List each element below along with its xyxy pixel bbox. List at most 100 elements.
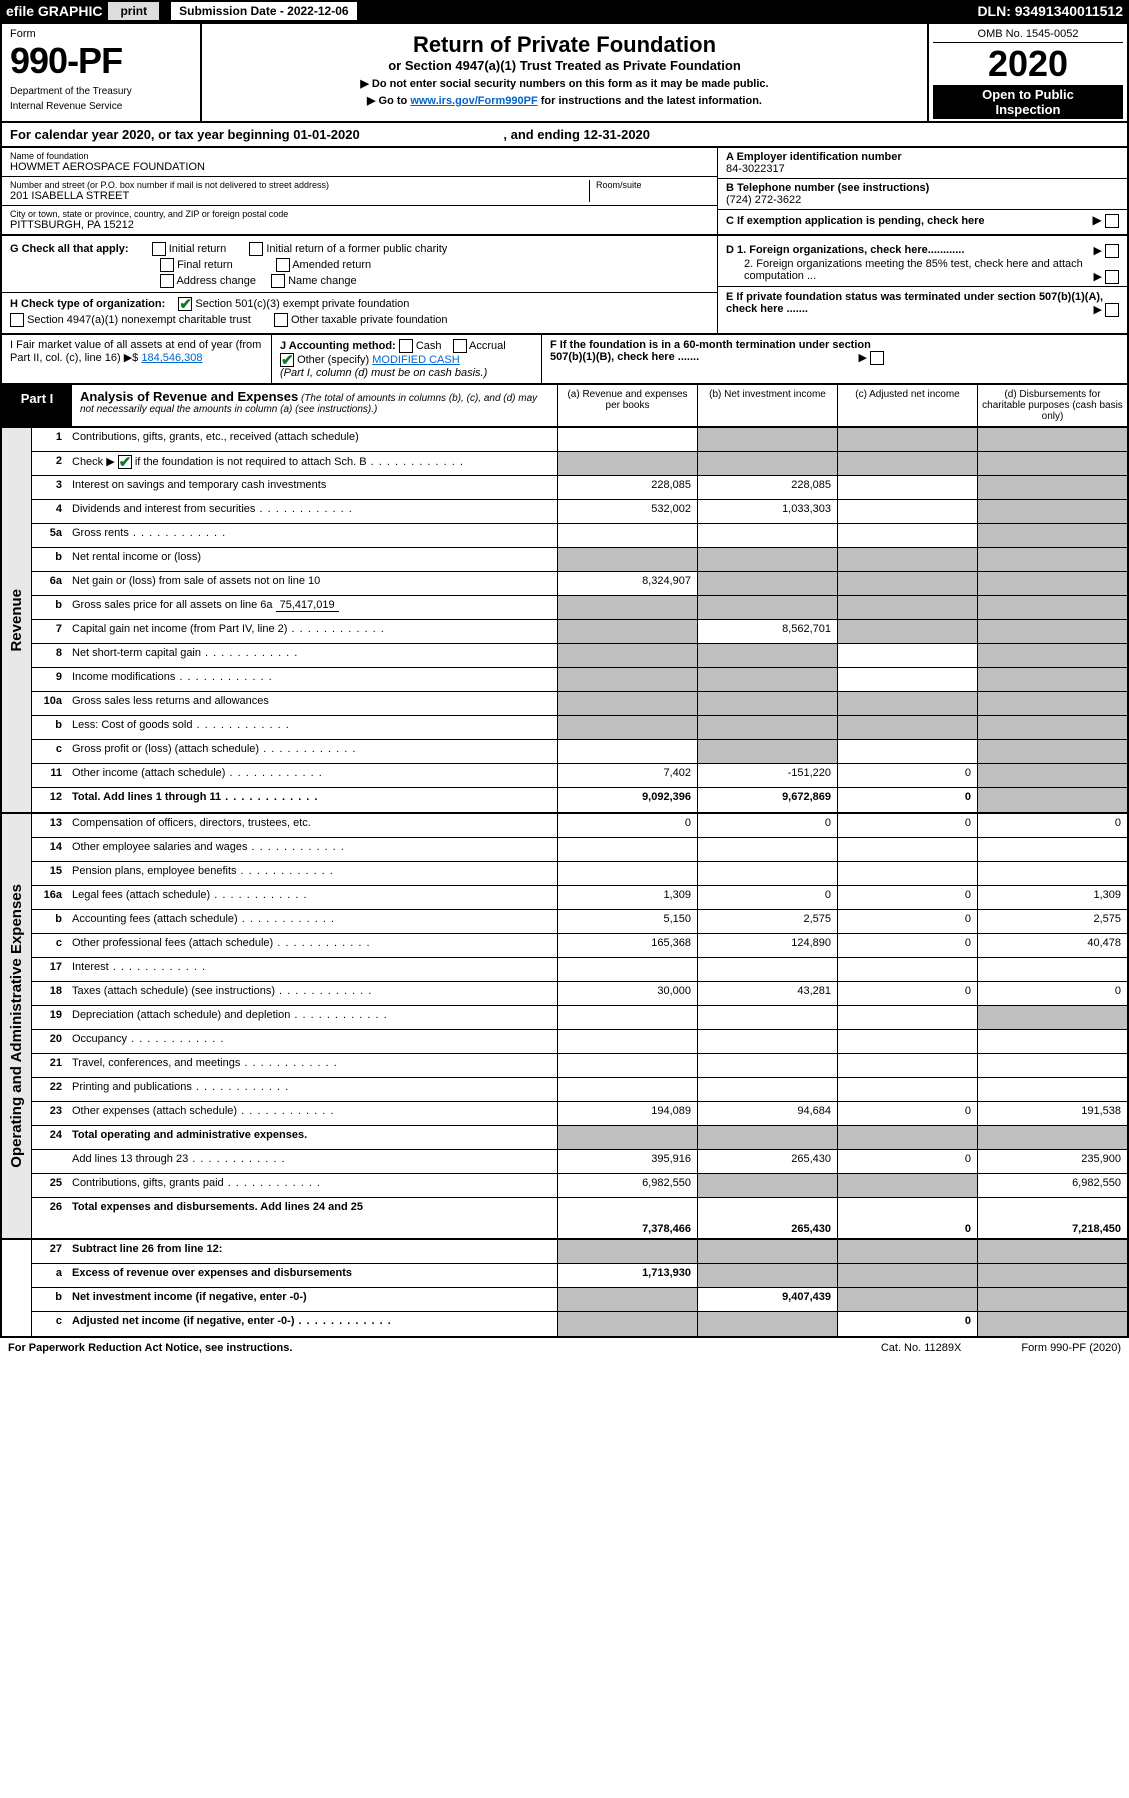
header-mid: Return of Private Foundation or Section …: [202, 24, 927, 121]
calendar-year-row: For calendar year 2020, or tax year begi…: [0, 123, 1129, 148]
j-other-link[interactable]: MODIFIED CASH: [372, 354, 459, 366]
tax-year: 2020: [933, 43, 1123, 85]
table-row: 20Occupancy: [32, 1030, 1127, 1054]
table-row: 27Subtract line 26 from line 12:: [32, 1240, 1127, 1264]
expenses-label: Operating and Administrative Expenses: [2, 814, 32, 1238]
col-d-header: (d) Disbursements for charitable purpose…: [977, 385, 1127, 426]
f-checkbox[interactable]: [870, 351, 884, 365]
hij-row: I Fair market value of all assets at end…: [0, 335, 1129, 385]
e-checkbox[interactable]: [1105, 303, 1119, 317]
fmv-link[interactable]: 184,546,308: [141, 352, 202, 364]
table-row: 23Other expenses (attach schedule)194,08…: [32, 1102, 1127, 1126]
table-row: 19Depreciation (attach schedule) and dep…: [32, 1006, 1127, 1030]
table-row: 14Other employee salaries and wages: [32, 838, 1127, 862]
g-initial-checkbox[interactable]: [152, 242, 166, 256]
telephone-row: B Telephone number (see instructions) (7…: [718, 179, 1127, 210]
table-row: 24Total operating and administrative exp…: [32, 1126, 1127, 1150]
sch-b-checkbox[interactable]: [118, 455, 132, 469]
d1-checkbox[interactable]: [1105, 244, 1119, 258]
table-row: 13Compensation of officers, directors, t…: [32, 814, 1127, 838]
h-section: H Check type of organization: Section 50…: [2, 292, 717, 327]
table-row: bAccounting fees (attach schedule)5,1502…: [32, 910, 1127, 934]
header-left: Form 990-PF Department of the Treasury I…: [2, 24, 202, 121]
checks-section: G Check all that apply: Initial return I…: [0, 236, 1129, 335]
col-a-header: (a) Revenue and expenses per books: [557, 385, 697, 426]
dln: DLN: 93491340011512: [977, 3, 1123, 19]
c-checkbox[interactable]: [1105, 214, 1119, 228]
d1-row: D 1. Foreign organizations, check here..…: [726, 244, 1119, 256]
line-27-block: 27Subtract line 26 from line 12: aExcess…: [0, 1240, 1129, 1338]
table-row: 7Capital gain net income (from Part IV, …: [32, 620, 1127, 644]
h-4947-checkbox[interactable]: [10, 313, 24, 327]
table-row: cAdjusted net income (if negative, enter…: [32, 1312, 1127, 1336]
submission-date: Submission Date - 2022-12-06: [171, 2, 356, 20]
city-row: City or town, state or province, country…: [2, 206, 717, 234]
h-501c3-checkbox[interactable]: [178, 297, 192, 311]
g-amended-checkbox[interactable]: [276, 258, 290, 272]
f-section: F If the foundation is in a 60-month ter…: [542, 335, 892, 383]
efile-bar: efile GRAPHIC print Submission Date - 20…: [0, 0, 1129, 22]
table-row: 10aGross sales less returns and allowanc…: [32, 692, 1127, 716]
dept-irs: Internal Revenue Service: [10, 101, 192, 112]
part1-tab: Part I: [2, 385, 72, 426]
g-final-checkbox[interactable]: [160, 258, 174, 272]
efile-label: efile GRAPHIC: [6, 3, 102, 19]
table-row: cOther professional fees (attach schedul…: [32, 934, 1127, 958]
j-accrual-checkbox[interactable]: [453, 339, 467, 353]
part1-header: Part I Analysis of Revenue and Expenses …: [0, 385, 1129, 428]
open-public: Open to Public Inspection: [933, 85, 1123, 119]
table-row: 26Total expenses and disbursements. Add …: [32, 1198, 1127, 1238]
table-row: cGross profit or (loss) (attach schedule…: [32, 740, 1127, 764]
g-section: G Check all that apply: Initial return I…: [10, 242, 709, 288]
h-other-checkbox[interactable]: [274, 313, 288, 327]
g-name-checkbox[interactable]: [271, 274, 285, 288]
cat-number: Cat. No. 11289X: [881, 1342, 962, 1354]
form-title: Return of Private Foundation: [212, 32, 917, 58]
revenue-label: Revenue: [2, 428, 32, 812]
d2-row: 2. Foreign organizations meeting the 85%…: [726, 258, 1119, 282]
table-row: bGross sales price for all assets on lin…: [32, 596, 1127, 620]
revenue-block: Revenue 1Contributions, gifts, grants, e…: [0, 428, 1129, 814]
address-row: Number and street (or P.O. box number if…: [2, 177, 717, 206]
e-row: E If private foundation status was termi…: [718, 286, 1127, 315]
page-footer: For Paperwork Reduction Act Notice, see …: [0, 1338, 1129, 1358]
table-row: 9Income modifications: [32, 668, 1127, 692]
table-row: 11Other income (attach schedule)7,402-15…: [32, 764, 1127, 788]
table-row: bLess: Cost of goods sold: [32, 716, 1127, 740]
table-row: 4Dividends and interest from securities5…: [32, 500, 1127, 524]
identification-block: Name of foundation HOWMET AEROSPACE FOUN…: [0, 148, 1129, 236]
table-row: 22Printing and publications: [32, 1078, 1127, 1102]
dept-treasury: Department of the Treasury: [10, 86, 192, 97]
paperwork-notice: For Paperwork Reduction Act Notice, see …: [8, 1342, 292, 1354]
table-row: 15Pension plans, employee benefits: [32, 862, 1127, 886]
table-row: 2Check ▶ if the foundation is not requir…: [32, 452, 1127, 476]
table-row: 21Travel, conferences, and meetings: [32, 1054, 1127, 1078]
table-row: 18Taxes (attach schedule) (see instructi…: [32, 982, 1127, 1006]
ein-row: A Employer identification number 84-3022…: [718, 148, 1127, 179]
j-other-checkbox[interactable]: [280, 353, 294, 367]
col-b-header: (b) Net investment income: [697, 385, 837, 426]
part1-title-cell: Analysis of Revenue and Expenses (The to…: [72, 385, 557, 426]
irs-link[interactable]: www.irs.gov/Form990PF: [410, 95, 537, 107]
form-label: Form: [10, 28, 192, 40]
print-button[interactable]: print: [108, 2, 159, 20]
expenses-block: Operating and Administrative Expenses 13…: [0, 814, 1129, 1240]
col-c-header: (c) Adjusted net income: [837, 385, 977, 426]
d2-checkbox[interactable]: [1105, 270, 1119, 284]
omb-number: OMB No. 1545-0052: [933, 26, 1123, 43]
table-row: 6aNet gain or (loss) from sale of assets…: [32, 572, 1127, 596]
table-row: 16aLegal fees (attach schedule)1,309001,…: [32, 886, 1127, 910]
table-row: 3Interest on savings and temporary cash …: [32, 476, 1127, 500]
i-section: I Fair market value of all assets at end…: [2, 335, 272, 383]
table-row: 1Contributions, gifts, grants, etc., rec…: [32, 428, 1127, 452]
g-initial-former-checkbox[interactable]: [249, 242, 263, 256]
form-ref: Form 990-PF (2020): [1021, 1342, 1121, 1354]
j-section: J Accounting method: Cash Accrual Other …: [272, 335, 542, 383]
j-cash-checkbox[interactable]: [399, 339, 413, 353]
table-row: Add lines 13 through 23395,916265,430023…: [32, 1150, 1127, 1174]
table-row: bNet investment income (if negative, ent…: [32, 1288, 1127, 1312]
header-right: OMB No. 1545-0052 2020 Open to Public In…: [927, 24, 1127, 121]
exemption-pending-row: C If exemption application is pending, c…: [718, 210, 1127, 230]
table-row: 17Interest: [32, 958, 1127, 982]
g-address-checkbox[interactable]: [160, 274, 174, 288]
